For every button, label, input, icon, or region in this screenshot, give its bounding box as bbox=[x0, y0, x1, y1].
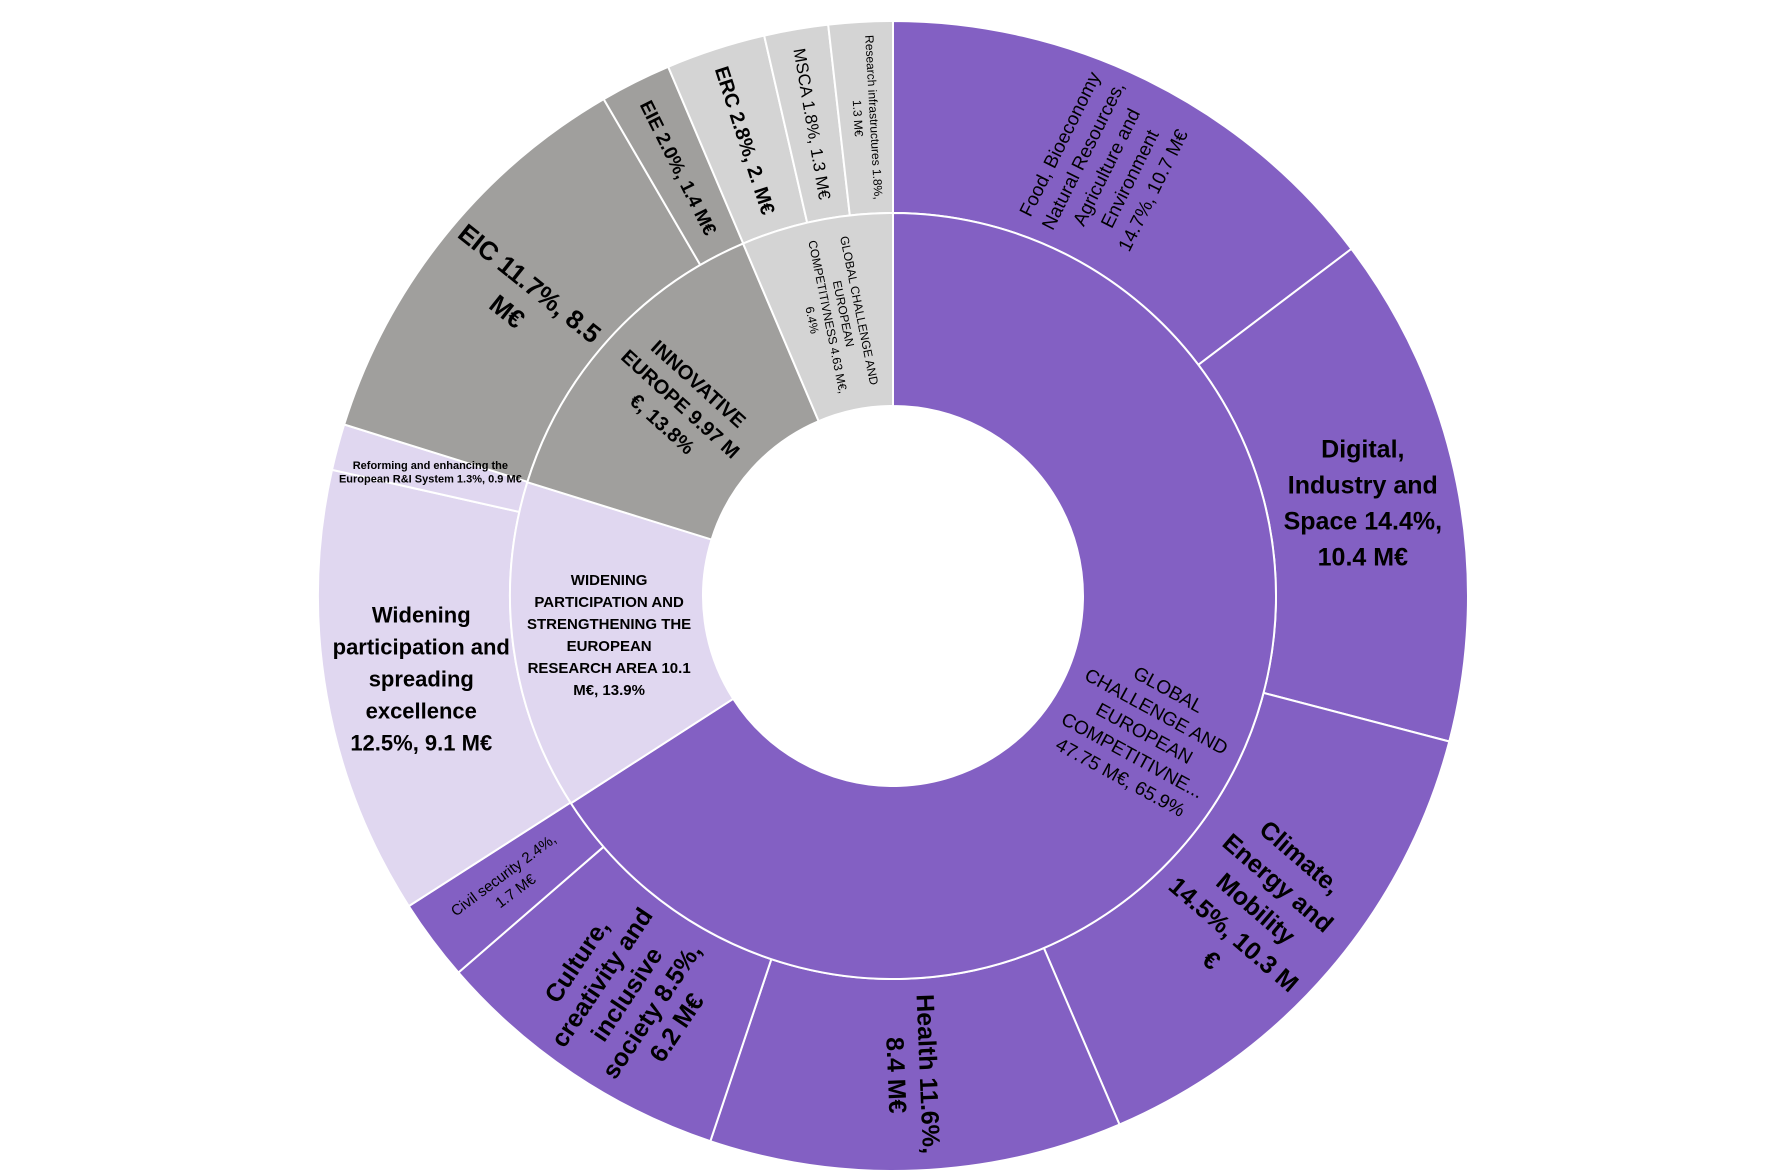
inner-ring bbox=[509, 211, 1277, 980]
inner-slice-widening bbox=[509, 480, 735, 805]
inner-slice-global_small bbox=[741, 211, 894, 423]
inner-slice-global_main bbox=[569, 211, 1277, 980]
outer-label-7: Reforming and enhancing the European R&I … bbox=[339, 460, 522, 486]
outer-label-6: Widening participation and spreading excell… bbox=[333, 603, 510, 756]
inner-slice-innovative bbox=[526, 242, 820, 541]
outer-label-3: Health 11.6%,8.4 M€ bbox=[879, 994, 945, 1156]
outer-label-2: Climate,Energy andMobility14.5%, 10.3 M€ bbox=[1141, 794, 1370, 1023]
inner-label-widening: WIDENING PARTICIPATION AND STRENGTHENING T… bbox=[527, 572, 691, 699]
outer-label-1: Digital, Industry and Space 14.4%, 10.4 M€ bbox=[1284, 435, 1442, 571]
outer-ring bbox=[317, 19, 1469, 1172]
